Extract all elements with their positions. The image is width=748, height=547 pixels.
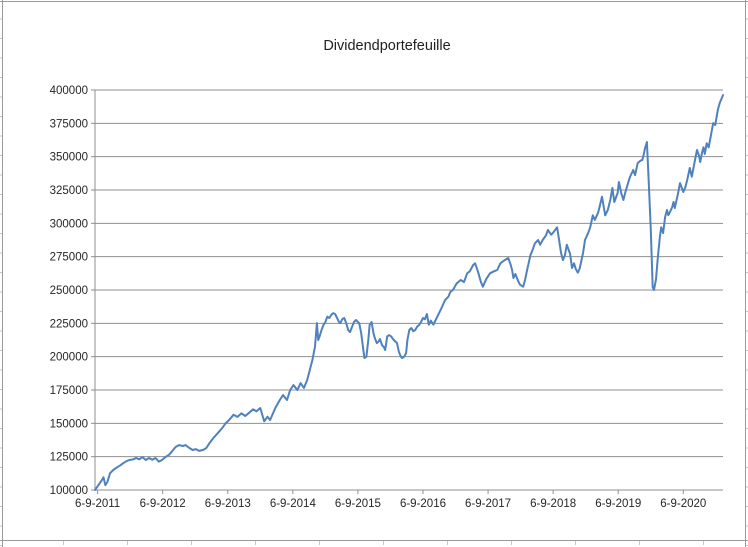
chart-title: Dividendportefeuille xyxy=(323,38,451,54)
y-tick-label: 225000 xyxy=(50,318,88,330)
y-tick-label: 325000 xyxy=(50,185,88,197)
x-tick-label: 6-9-2018 xyxy=(530,498,576,510)
x-tick-label: 6-9-2016 xyxy=(400,498,446,510)
x-tick-label: 6-9-2019 xyxy=(595,498,641,510)
x-tick-label: 6-9-2013 xyxy=(205,498,251,510)
y-tick-label: 375000 xyxy=(50,118,88,130)
series-line xyxy=(94,94,724,491)
y-tick-label: 275000 xyxy=(50,252,88,264)
sheet-gridline-top xyxy=(0,1,748,2)
y-tick-label: 250000 xyxy=(50,285,88,297)
sheet-row-gridline-stubs-right xyxy=(746,0,748,547)
y-tick-label: 150000 xyxy=(50,418,88,430)
x-tick-label: 6-9-2020 xyxy=(660,498,706,510)
y-tick-label: 100000 xyxy=(50,485,88,497)
x-tick-label: 6-9-2012 xyxy=(140,498,186,510)
sheet-gridline-right xyxy=(745,0,746,547)
sheet-gridline-left xyxy=(2,0,3,547)
y-tick-label: 300000 xyxy=(50,218,88,230)
y-tick-label: 400000 xyxy=(50,85,88,97)
sheet-gridline-bottom xyxy=(0,540,748,541)
x-tick-label: 6-9-2011 xyxy=(75,498,120,510)
x-tick-label: 6-9-2015 xyxy=(335,498,381,510)
y-tick-label: 175000 xyxy=(50,385,88,397)
chart-area[interactable]: Dividendportefeuille 100000 125000 150000 1… xyxy=(3,2,745,540)
y-tick-label: 200000 xyxy=(50,352,88,364)
plot-svg: 100000 125000 150000 175000 200000 225000 2500… xyxy=(50,85,724,510)
x-tick-label: 6-9-2014 xyxy=(270,498,317,510)
sheet-column-gridline-stubs-bottom xyxy=(0,541,748,545)
x-tick-label: 6-9-2017 xyxy=(465,498,511,510)
y-tick-label: 125000 xyxy=(50,452,88,464)
y-tick-label: 350000 xyxy=(50,152,88,164)
sheet-row-gridline-stubs-left xyxy=(0,0,2,547)
